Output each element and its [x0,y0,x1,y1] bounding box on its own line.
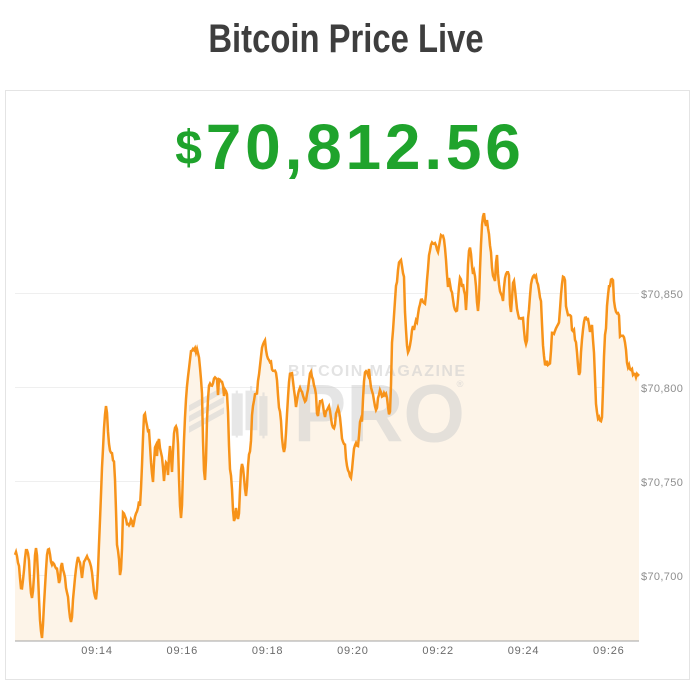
svg-text:®: ® [457,379,464,390]
svg-text:PRO: PRO [294,369,466,460]
svg-text:BITCOIN MAGAZINE: BITCOIN MAGAZINE [288,363,465,380]
